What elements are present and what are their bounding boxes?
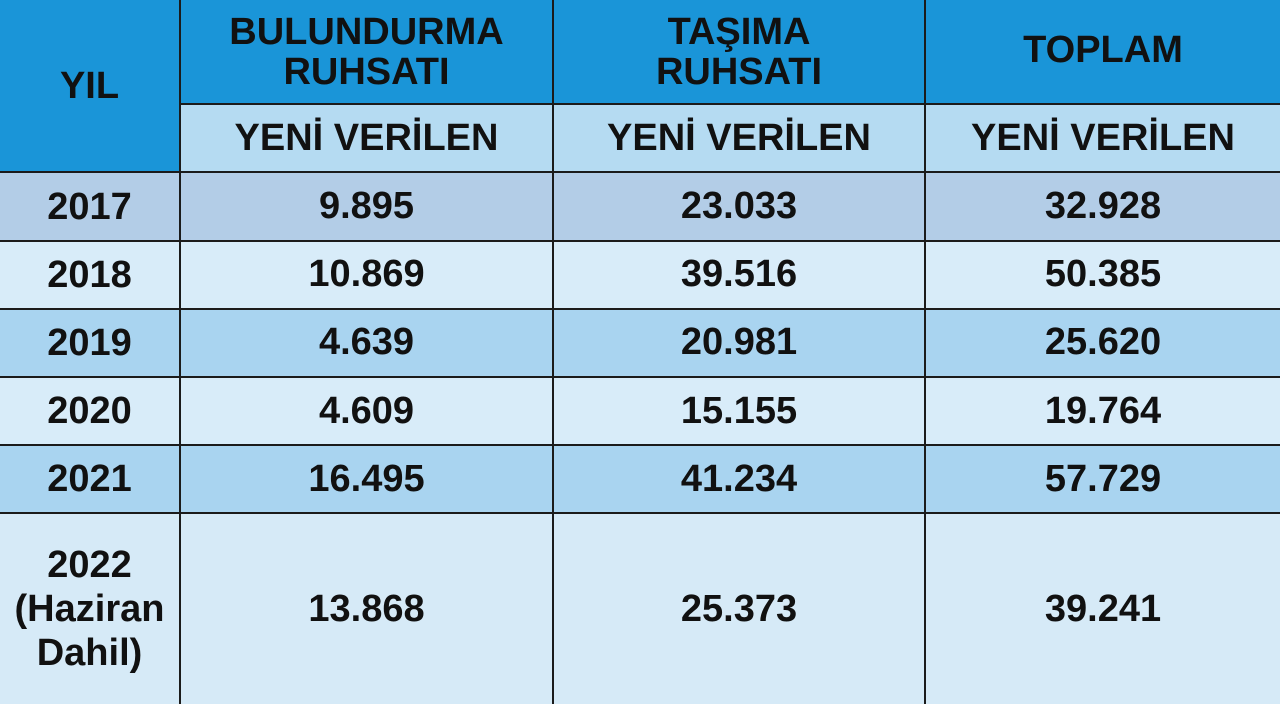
value-cell: 15.155 [552, 376, 926, 447]
header-line: BULUNDURMA [229, 10, 504, 53]
value-cell: 16.495 [179, 444, 554, 515]
value-cell: 50.385 [924, 239, 1280, 310]
header-tasima: TAŞIMA RUHSATI [552, 0, 926, 106]
table-row: 2017 9.895 23.033 32.928 [0, 171, 1280, 242]
year-cell: 2017 [0, 171, 181, 242]
value-cell: 57.729 [924, 444, 1280, 515]
year-cell: 2021 [0, 444, 181, 515]
year-cell: 2022 (Haziran Dahil) [0, 512, 181, 704]
subheader-tasima: YENİ VERİLEN [552, 103, 926, 174]
value-cell: 4.609 [179, 376, 554, 447]
value-cell: 39.516 [552, 239, 926, 310]
value-cell: 25.373 [552, 512, 926, 704]
header-line: TOPLAM [1023, 29, 1183, 71]
header-bulundurma: BULUNDURMA RUHSATI [179, 0, 554, 106]
year-header: YIL [0, 0, 181, 174]
year-text: 2022 [47, 544, 132, 587]
value-cell: 4.639 [179, 307, 554, 379]
year-cell: 2020 [0, 376, 181, 447]
table-row: 2019 4.639 20.981 25.620 [0, 307, 1280, 379]
year-cell: 2018 [0, 239, 181, 310]
value-cell: 25.620 [924, 307, 1280, 379]
table-row: 2022 (Haziran Dahil) 13.868 25.373 39.241 [0, 512, 1280, 704]
header-line: TAŞIMA [667, 10, 811, 53]
value-cell: 9.895 [179, 171, 554, 242]
value-cell: 13.868 [179, 512, 554, 704]
year-note: (Haziran Dahil) [14, 588, 165, 675]
table-row: 2021 16.495 41.234 57.729 [0, 444, 1280, 515]
header-line: RUHSATI [283, 50, 450, 93]
value-cell: 23.033 [552, 171, 926, 242]
table-row: 2018 10.869 39.516 50.385 [0, 239, 1280, 310]
subheader-bulundurma: YENİ VERİLEN [180, 103, 554, 174]
table-row: 2020 4.609 15.155 19.764 [0, 376, 1280, 447]
value-cell: 20.981 [552, 307, 926, 379]
value-cell: 41.234 [552, 444, 926, 515]
header-line: RUHSATI [655, 50, 823, 93]
value-cell: 10.869 [179, 239, 554, 310]
year-cell: 2019 [0, 307, 181, 379]
value-cell: 32.928 [924, 171, 1280, 242]
value-cell: 39.241 [924, 512, 1280, 704]
value-cell: 19.764 [924, 376, 1280, 447]
subheader-toplam: YENİ VERİLEN [924, 103, 1280, 174]
header-toplam: TOPLAM [924, 0, 1280, 106]
